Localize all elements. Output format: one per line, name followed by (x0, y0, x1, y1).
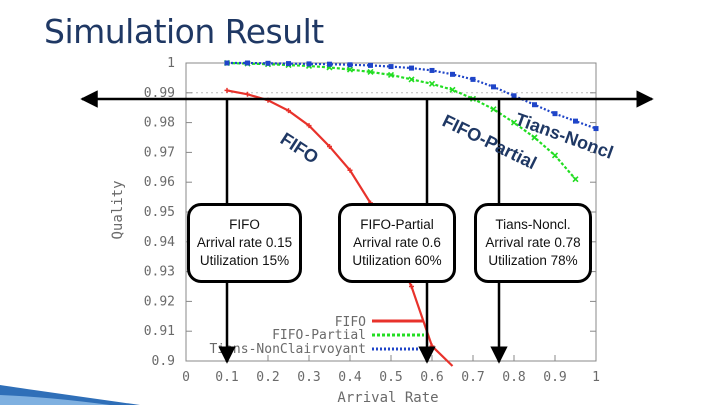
data-point (573, 118, 578, 124)
y-tick-label: 1 (167, 56, 175, 71)
legend: FIFO FIFO-Partial Tians-NonClairvoyant (209, 315, 424, 357)
data-point (224, 60, 230, 66)
x-tick-label: 0 (182, 370, 190, 385)
curve-label-fifo: FIFO (277, 129, 322, 168)
data-point (450, 71, 455, 77)
x-tick-label: 0.8 (502, 370, 525, 385)
data-point (387, 71, 395, 78)
y-tick-label: 0.98 (144, 116, 175, 131)
x-tick-label: 0.3 (297, 370, 320, 385)
data-point (327, 61, 332, 67)
data-point (286, 108, 291, 114)
data-point (347, 167, 353, 173)
legend-label-fifo-partial: FIFO-Partial (272, 328, 366, 343)
data-point (511, 93, 517, 99)
series-line-fifo-partial (226, 61, 577, 180)
x-tick-label: 0.1 (215, 370, 238, 385)
data-point (306, 61, 312, 67)
data-point (510, 119, 518, 126)
x-axis-title: Arrival Rate (337, 390, 438, 405)
data-point (429, 67, 435, 73)
info-box-tians-util: Utilization 78% (488, 253, 578, 268)
data-point (593, 126, 599, 132)
x-tick-label: 0.5 (379, 370, 402, 385)
y-tick-label: 0.95 (144, 205, 175, 220)
x-ticks: 0 0.1 0.2 0.3 0.4 0.5 0.6 0.7 0.8 0.9 1 (182, 355, 600, 385)
info-box-fifo-util: Utilization 15% (199, 253, 290, 268)
data-point (551, 152, 559, 159)
data-point (572, 176, 579, 183)
data-point (552, 111, 558, 117)
data-point (532, 102, 537, 108)
legend-label-tians: Tians-NonClairvoyant (209, 342, 366, 357)
info-box-fifo-partial-util: Utilization 60% (352, 253, 442, 268)
y-tick-label: 0.92 (144, 294, 175, 309)
data-point (367, 68, 374, 76)
x-tick-label: 1 (592, 370, 600, 385)
info-box-tians-rate: Arrival rate 0.78 (485, 235, 581, 250)
y-tick-label: 0.96 (144, 175, 175, 190)
data-point (531, 134, 538, 141)
data-point (224, 87, 230, 93)
info-box-fifo-partial-rate: Arrival rate 0.6 (353, 235, 441, 250)
data-point (428, 80, 436, 87)
data-point (470, 76, 476, 82)
data-point (245, 60, 250, 66)
x-tick-label: 0.6 (420, 370, 443, 385)
x-tick-label: 0.4 (338, 370, 362, 385)
info-box-fifo-partial: FIFO-Partial Arrival rate 0.6 Utilizatio… (338, 203, 456, 283)
y-tick-label: 0.93 (144, 265, 175, 280)
data-point (245, 91, 250, 97)
data-point (286, 61, 291, 67)
data-point (408, 76, 415, 83)
data-point (409, 65, 414, 71)
data-point (327, 143, 332, 149)
info-box-fifo-title: FIFO (229, 217, 260, 232)
y-tick-label: 0.97 (144, 145, 175, 160)
x-tick-label: 0.9 (543, 370, 566, 385)
data-point (265, 60, 271, 66)
y-tick-label: 0.9 (152, 354, 175, 369)
data-point (409, 284, 414, 289)
data-point (347, 62, 353, 68)
data-point (346, 66, 354, 73)
x-tick-label: 0.7 (461, 370, 484, 385)
y-tick-label: 0.94 (144, 235, 175, 250)
slide-title: Simulation Result (44, 12, 324, 51)
legend-label-fifo: FIFO (335, 315, 366, 330)
info-box-tians-title: Tians-Noncl. (495, 217, 571, 232)
info-box-tians: Tians-Noncl. Arrival rate 0.78 Utilizati… (474, 203, 592, 283)
y-tick-label: 0.91 (144, 324, 175, 339)
data-point (491, 84, 496, 90)
info-box-fifo-rate: Arrival rate 0.15 (196, 235, 293, 250)
x-tick-label: 0.2 (256, 370, 279, 385)
info-box-fifo: FIFO Arrival rate 0.15 Utilization 15% (187, 203, 302, 283)
corner-decoration (0, 385, 140, 405)
data-point (388, 64, 394, 70)
y-axis-title: Quality (110, 180, 126, 239)
data-point (368, 62, 373, 68)
info-box-fifo-partial-title: FIFO-Partial (360, 217, 434, 232)
data-point (306, 123, 312, 129)
